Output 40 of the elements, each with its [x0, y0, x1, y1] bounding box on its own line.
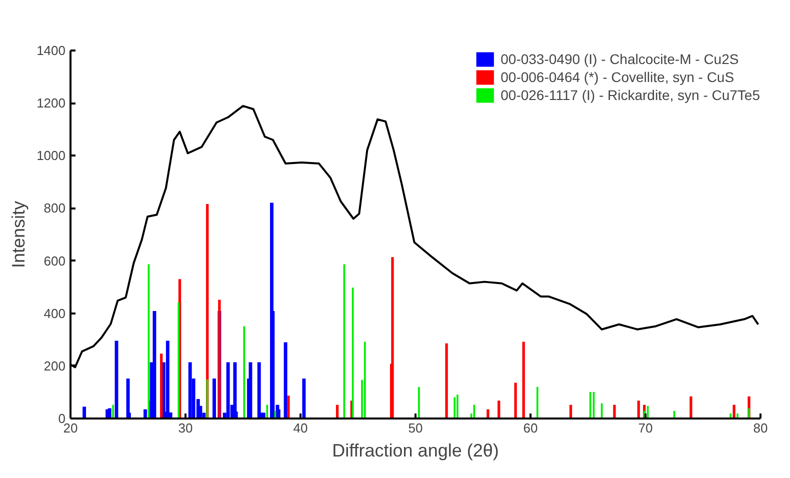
y-tick-label: 400: [44, 306, 66, 321]
y-tick-label: 600: [44, 253, 66, 268]
x-axis-title: Diffraction angle (2θ): [332, 440, 499, 460]
bar: [514, 382, 517, 418]
y-axis-title: Intensity: [8, 200, 29, 268]
y-tick-label: 1400: [36, 43, 66, 58]
y-tick-label: 1200: [36, 96, 66, 111]
x-tick-label: 70: [638, 420, 653, 436]
bar: [522, 342, 525, 418]
bar: [445, 343, 448, 418]
bar: [160, 354, 163, 418]
legend-label: 00-006-0464 (*) - Covellite, syn - CuS: [500, 69, 734, 85]
bar: [152, 310, 156, 418]
bar: [233, 362, 237, 418]
bar: [188, 362, 192, 418]
bar: [82, 406, 86, 418]
bar: [287, 396, 290, 418]
bar: [486, 409, 490, 418]
x-tick-label: 40: [293, 420, 308, 436]
bar: [732, 404, 736, 418]
y-tick-label: 1000: [36, 148, 66, 164]
bar: [166, 340, 170, 418]
bar: [613, 404, 616, 418]
y-tick-label: 800: [44, 200, 66, 216]
bar: [302, 378, 306, 418]
x-tick-label: 80: [753, 420, 768, 436]
bar: [637, 400, 640, 418]
x-tick-label: 30: [178, 420, 193, 436]
legend-label: 00-033-0490 (I) - Chalcocite-M - Cu2S: [500, 51, 739, 67]
bar: [218, 300, 221, 418]
bar: [391, 257, 394, 418]
bar: [257, 362, 261, 418]
x-tick-label: 50: [408, 420, 423, 436]
legend-label: 00-026-1117 (I) - Rickardite, syn - Cu7Te5: [500, 87, 760, 103]
bar: [284, 342, 288, 418]
x-tick-label: 60: [523, 420, 538, 436]
y-tick-label: 200: [44, 358, 66, 374]
bar: [690, 396, 692, 418]
bar: [498, 400, 500, 418]
bar: [226, 362, 230, 418]
